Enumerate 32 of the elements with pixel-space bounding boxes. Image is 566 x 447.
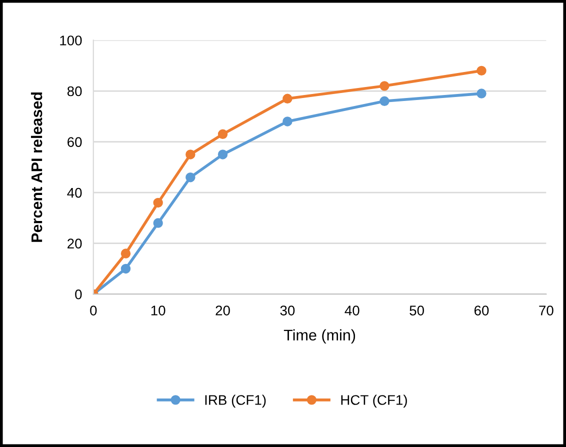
point — [186, 150, 196, 160]
x-tick-label: 40 — [344, 306, 360, 316]
y-tick-label: 100 — [60, 36, 82, 46]
point — [120, 264, 131, 274]
point — [476, 66, 486, 76]
point — [153, 218, 163, 228]
point — [282, 116, 292, 126]
point — [186, 172, 196, 182]
point — [218, 129, 228, 140]
legend-label: IRB (CF1) — [205, 394, 266, 408]
x-tick-label: 10 — [151, 306, 166, 316]
point — [380, 96, 390, 106]
point — [218, 150, 228, 160]
y-tick-label: 60 — [68, 137, 82, 147]
x-tick-label: 70 — [539, 306, 554, 316]
y-axis-title: Percent API released — [30, 92, 42, 242]
x-axis-title: Time (min) — [284, 329, 356, 344]
y-tick-label: 80 — [67, 86, 82, 96]
point — [476, 88, 486, 98]
point — [380, 81, 390, 91]
legend-label: HCT (CF1) — [341, 394, 407, 408]
x-tick-label: 20 — [216, 306, 230, 316]
x-tick-label: 0 — [90, 306, 97, 316]
x-tick-label: 50 — [410, 306, 424, 316]
y-tick-label: 20 — [68, 238, 82, 249]
point — [282, 94, 292, 104]
y-tick-label: 0 — [75, 289, 82, 300]
x-tick-label: 30 — [280, 306, 295, 316]
x-tick-label: 60 — [474, 306, 489, 316]
point — [153, 198, 163, 208]
y-tick-label: 40 — [67, 188, 82, 198]
point — [120, 248, 131, 258]
